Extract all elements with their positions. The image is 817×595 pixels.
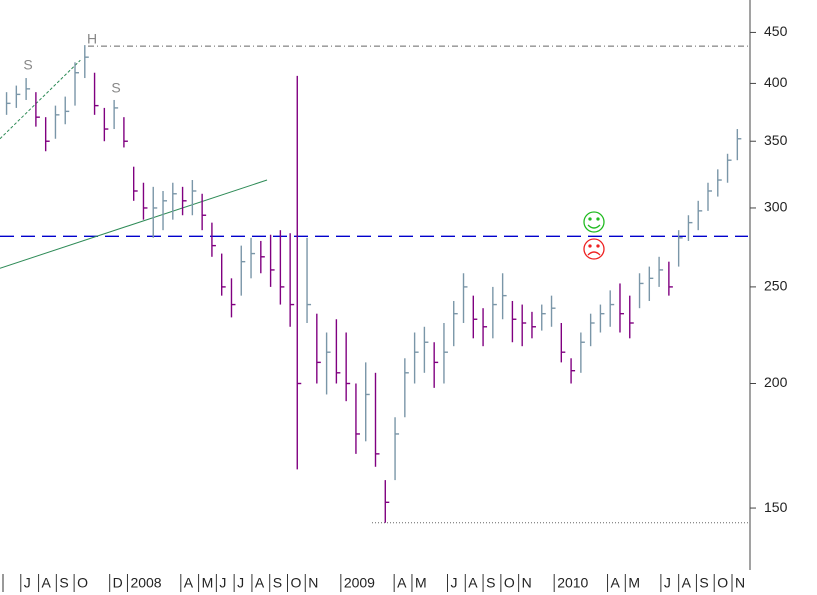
x-tick-label: 2008 (130, 575, 161, 591)
x-tick-label: S (59, 575, 68, 591)
x-tick-label: 2009 (344, 575, 375, 591)
x-tick-label: O (77, 575, 88, 591)
x-tick-label: A (611, 575, 621, 591)
x-tick-label: J (451, 575, 458, 591)
y-tick-label: 400 (764, 74, 788, 90)
x-tick-label: A (397, 575, 407, 591)
x-tick-label: N (522, 575, 532, 591)
pattern-label: S (111, 80, 120, 96)
x-tick-label: A (682, 575, 692, 591)
x-tick-label: J (24, 575, 31, 591)
pattern-label: H (87, 31, 97, 47)
y-tick-label: 200 (764, 374, 788, 390)
y-tick-label: 450 (764, 23, 788, 39)
x-tick-label: M (202, 575, 214, 591)
trend-line (0, 179, 268, 269)
smiley-sad (583, 238, 605, 260)
y-tick-label: 350 (764, 132, 788, 148)
x-tick-label: S (273, 575, 282, 591)
x-tick-label: M (628, 575, 640, 591)
x-tick-label: A (184, 575, 194, 591)
x-tick-label: J (664, 575, 671, 591)
x-tick-label: O (717, 575, 728, 591)
y-tick-label: 300 (764, 199, 788, 215)
y-tick-label: 250 (764, 278, 788, 294)
trend-line (0, 59, 81, 140)
x-tick-label: N (735, 575, 745, 591)
x-tick-label: 2010 (557, 575, 588, 591)
pattern-label: S (23, 57, 32, 73)
x-tick-label: N (308, 575, 318, 591)
x-tick-label: M (415, 575, 427, 591)
x-tick-label: A (255, 575, 265, 591)
x-tick-label: D (113, 575, 123, 591)
x-tick-label: J (237, 575, 244, 591)
x-tick-label: A (468, 575, 478, 591)
x-tick-label: O (504, 575, 515, 591)
y-tick-label: 150 (764, 499, 788, 515)
x-tick-label: A (42, 575, 52, 591)
smiley-happy (583, 211, 605, 233)
x-tick-label: S (699, 575, 708, 591)
x-tick-label: J (219, 575, 226, 591)
x-tick-label: O (290, 575, 301, 591)
x-tick-label: S (486, 575, 495, 591)
